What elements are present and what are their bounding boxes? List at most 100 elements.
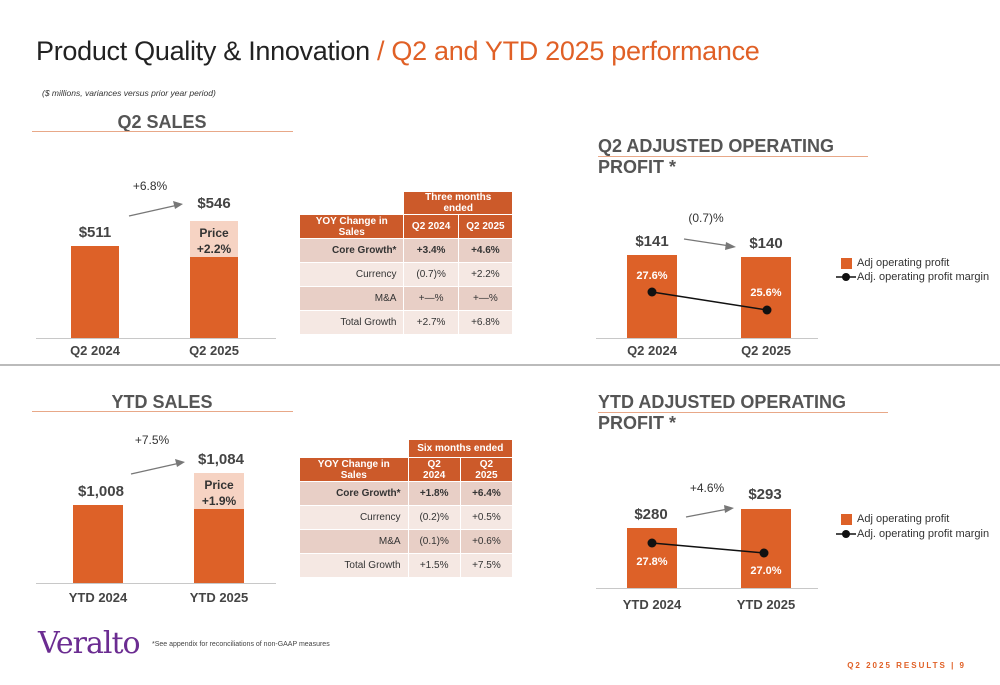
q2-profit-margin-label-2025: 25.6% xyxy=(750,287,782,299)
ytd-profit-legend-bar-swatch xyxy=(841,514,852,525)
q2-profit-bar-label-2024: $141 xyxy=(635,233,669,250)
row-value-2025: +—% xyxy=(457,286,514,311)
row-value-2025: +6.4% xyxy=(459,481,514,506)
q2-sales-axis xyxy=(36,338,276,339)
ytd-profit-axis xyxy=(596,588,818,589)
ytd-profit-bar-label-2024: $280 xyxy=(634,506,668,523)
ytd-profit-growth-arrow xyxy=(685,505,734,518)
q2-sales-xlabel-2024: Q2 2024 xyxy=(70,343,120,358)
title-main: Product Quality & Innovation xyxy=(36,36,370,66)
table-row: M&A +—% +—% xyxy=(298,286,514,311)
table-row: Currency (0.7)% +2.2% xyxy=(298,262,514,287)
ytd-table-col-2025: Q2 2025 xyxy=(459,457,514,482)
page-title: Product Quality & Innovation / Q2 and YT… xyxy=(36,36,760,67)
ytd-profit-xlabel-2024: YTD 2024 xyxy=(622,597,682,612)
q2-sales-table: Three months ended YOY Change in Sales Q… xyxy=(298,191,514,335)
table-row: Core Growth* +3.4% +4.6% xyxy=(298,238,514,263)
q2-sales-bar-label-2025: $546 xyxy=(197,195,231,212)
row-value-2024: (0.7)% xyxy=(403,262,459,287)
ytd-sales-growth-arrow xyxy=(130,459,185,475)
ytd-table-period-header: Six months ended xyxy=(407,439,514,458)
q2-profit-title-underline xyxy=(598,156,868,157)
q2-profit-growth-label: (0.7)% xyxy=(688,211,724,225)
row-label: Total Growth xyxy=(299,553,409,578)
veralto-logo: Veralto xyxy=(38,626,141,661)
ytd-profit-margin-label-2025: 27.0% xyxy=(750,565,782,577)
ytd-profit-margin-line xyxy=(647,538,769,558)
q2-sales-growth-label: +6.8% xyxy=(132,179,168,193)
row-value-2025: +4.6% xyxy=(457,238,514,263)
row-value-2024: +2.7% xyxy=(403,310,459,335)
q2-profit-bar-label-2025: $140 xyxy=(749,235,783,252)
ytd-sales-xlabel-2024: YTD 2024 xyxy=(68,590,128,605)
q2-table-col-2024: Q2 2024 xyxy=(403,214,459,239)
footnote: *See appendix for reconciliations of non… xyxy=(152,641,330,648)
q2-profit-bar-2025 xyxy=(741,257,791,338)
table-row: M&A (0.1)% +0.6% xyxy=(299,529,514,554)
q2-profit-legend-line-swatch xyxy=(836,273,856,281)
ytd-sales-title: YTD SALES xyxy=(111,392,213,412)
page-subtitle: ($ millions, variances versus prior year… xyxy=(42,88,216,98)
ytd-profit-legend-line-label: Adj. operating profit margin xyxy=(857,528,990,540)
q2-table-period-header: Three months ended xyxy=(403,191,513,215)
ytd-sales-price-label: Price xyxy=(204,478,234,492)
q2-profit-title: Q2 ADJUSTED OPERATING PROFIT * xyxy=(598,136,835,177)
ytd-profit-title: YTD ADJUSTED OPERATING PROFIT * xyxy=(598,392,847,433)
q2-sales-title-underline xyxy=(32,131,293,132)
row-value-2025: +7.5% xyxy=(459,553,514,578)
margin-point-2025 xyxy=(759,548,769,558)
ytd-profit-title-underline xyxy=(598,412,888,413)
row-label: Core Growth* xyxy=(299,481,409,506)
margin-line-segment xyxy=(651,291,768,311)
q2-profit-xlabel-2024: Q2 2024 xyxy=(627,343,677,358)
ytd-profit-bar-label-2025: $293 xyxy=(748,486,782,503)
row-value-2025: +2.2% xyxy=(457,262,514,287)
ytd-sales-bar-label-2024: $1,008 xyxy=(78,483,124,500)
margin-point-2024 xyxy=(647,538,657,548)
row-value-2024: (0.2)% xyxy=(407,505,461,530)
q2-table-col-label: YOY Change in Sales xyxy=(298,214,405,239)
q2-sales-bar-label-2024: $511 xyxy=(78,224,112,241)
table-row: Currency (0.2)% +0.5% xyxy=(299,505,514,530)
row-label: M&A xyxy=(298,286,405,311)
ytd-table-col-label: YOY Change in Sales xyxy=(299,457,409,482)
margin-line-segment xyxy=(651,542,765,554)
q2-profit-growth-arrow xyxy=(683,238,736,250)
q2-sales-xlabel-2025: Q2 2025 xyxy=(189,343,239,358)
q2-sales-growth-arrow xyxy=(128,201,183,217)
table-row: Core Growth* +1.8% +6.4% xyxy=(299,481,514,506)
q2-profit-legend-bar-label: Adj operating profit xyxy=(857,257,950,269)
margin-point-2025 xyxy=(762,305,772,315)
ytd-sales-growth-label: +7.5% xyxy=(134,433,170,447)
table-row: Total Growth +1.5% +7.5% xyxy=(299,553,514,578)
ytd-profit-growth-label: +4.6% xyxy=(689,481,725,495)
q2-sales-price-value: +2.2% xyxy=(196,242,232,256)
ytd-sales-xlabel-2025: YTD 2025 xyxy=(189,590,249,605)
table-row: Total Growth +2.7% +6.8% xyxy=(298,310,514,335)
q2-profit-margin-label-2024: 27.6% xyxy=(636,270,668,282)
ytd-table-col-2024: Q2 2024 xyxy=(407,457,461,482)
section-divider xyxy=(0,364,1000,366)
row-label: Currency xyxy=(299,505,409,530)
row-value-2025: +0.5% xyxy=(459,505,514,530)
row-value-2024: +3.4% xyxy=(403,238,459,263)
ytd-profit-legend-bar-label: Adj operating profit xyxy=(857,513,950,525)
ytd-profit-xlabel-2025: YTD 2025 xyxy=(736,597,796,612)
title-accent: / Q2 and YTD 2025 performance xyxy=(377,36,760,66)
ytd-sales-bar-label-2025: $1,084 xyxy=(198,451,244,468)
ytd-sales-bar-2024 xyxy=(73,505,123,583)
ytd-sales-price-value: +1.9% xyxy=(201,494,237,508)
margin-point-2024 xyxy=(647,287,657,297)
q2-sales-title: Q2 SALES xyxy=(117,112,207,132)
q2-profit-margin-line xyxy=(647,287,772,315)
row-value-2025: +0.6% xyxy=(459,529,514,554)
q2-sales-bar-2024 xyxy=(71,246,119,338)
q2-table-col-2025: Q2 2025 xyxy=(457,214,514,239)
row-value-2025: +6.8% xyxy=(457,310,514,335)
row-value-2024: (0.1)% xyxy=(407,529,461,554)
row-label: Currency xyxy=(298,262,405,287)
ytd-sales-table: Six months ended YOY Change in Sales Q2 … xyxy=(299,439,514,578)
q2-profit-xlabel-2025: Q2 2025 xyxy=(741,343,791,358)
ytd-profit-bar-2024 xyxy=(627,528,677,588)
ytd-profit-margin-label-2024: 27.8% xyxy=(636,556,668,568)
